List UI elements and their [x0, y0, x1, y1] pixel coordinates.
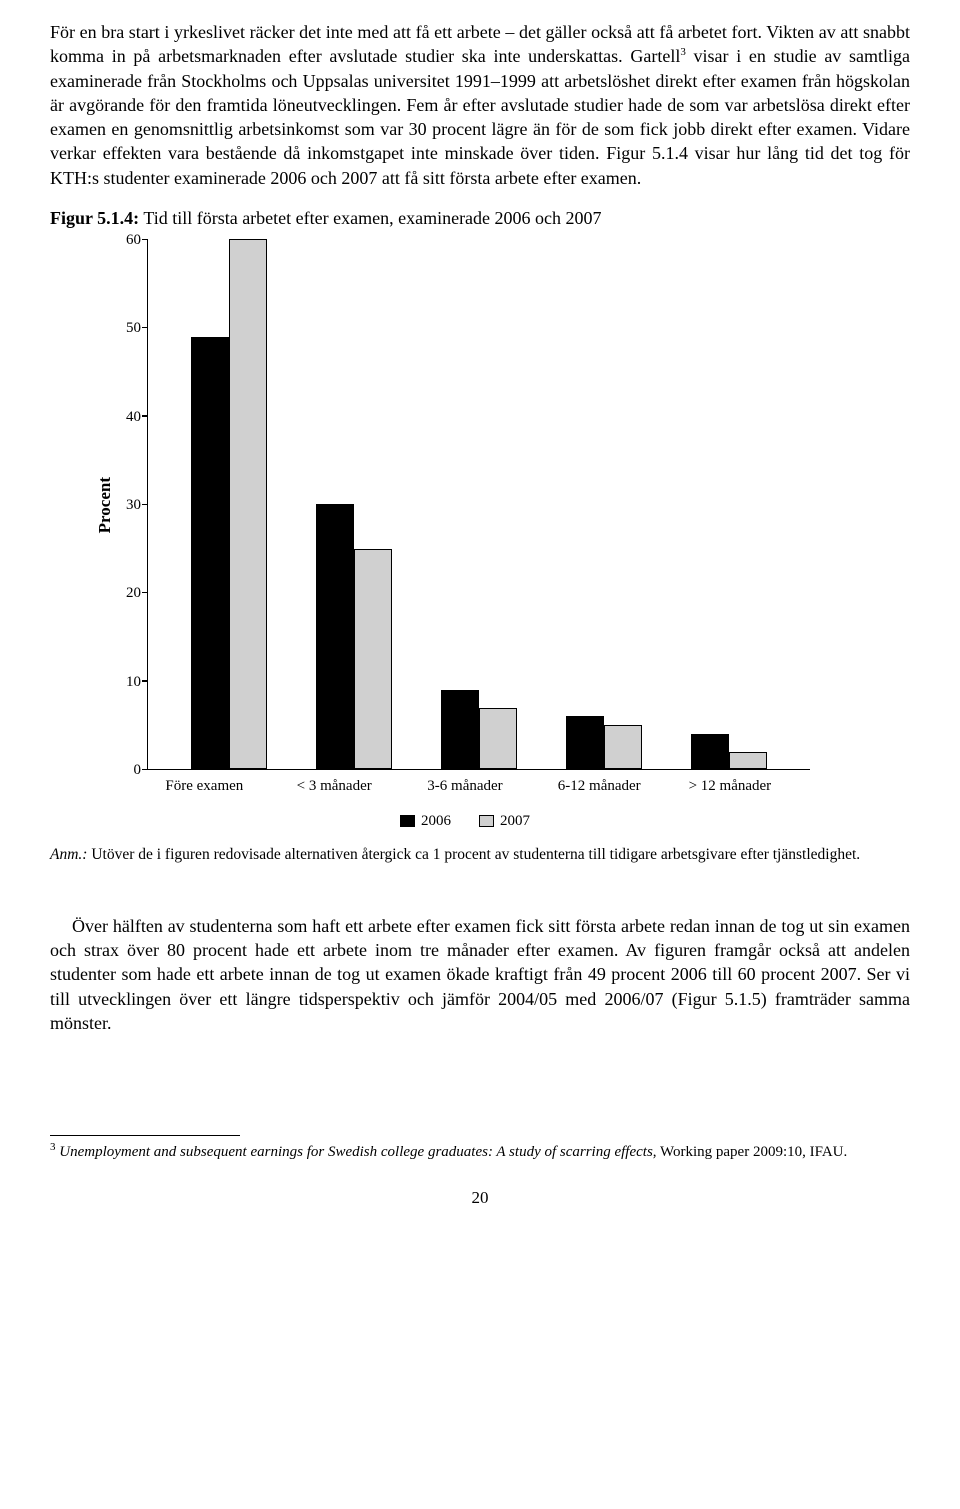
- legend-swatch-icon: [400, 815, 415, 827]
- y-tick-label: 10: [117, 672, 141, 692]
- bar: [441, 690, 479, 770]
- bar-group: [191, 239, 267, 769]
- x-tick-label: Före examen: [165, 776, 241, 796]
- bar: [604, 725, 642, 769]
- legend-swatch-icon: [479, 815, 494, 827]
- bar: [479, 708, 517, 770]
- chart-legend: 2006 2007: [120, 811, 810, 831]
- legend-item-2006: 2006: [400, 811, 451, 831]
- bar: [566, 716, 604, 769]
- x-tick-label: 3-6 månader: [427, 776, 503, 796]
- x-axis-labels: Före examen < 3 månader 3-6 månader 6-12 må…: [120, 770, 810, 796]
- bar: [316, 504, 354, 769]
- y-tick-label: 50: [117, 319, 141, 339]
- bar-group: [566, 716, 642, 769]
- bar-group: [441, 690, 517, 770]
- page-number: 20: [50, 1187, 910, 1210]
- y-tick-label: 60: [117, 230, 141, 250]
- figure-note: Anm.: Utöver de i figuren redovisade alt…: [50, 845, 910, 866]
- plot-area: [147, 240, 810, 770]
- bar: [191, 337, 229, 770]
- bar: [229, 239, 267, 769]
- body-paragraph-1: För en bra start i yrkeslivet räcker det…: [50, 20, 910, 190]
- body-paragraph-2: Över hälften av studenterna som haft ett…: [50, 914, 910, 1035]
- bar: [691, 734, 729, 769]
- footnote-separator: [50, 1135, 240, 1136]
- bar-group: [316, 504, 392, 769]
- bar-chart: Procent 0102030405060 Före examen< 3 mån…: [90, 240, 810, 831]
- y-tick-label: 30: [117, 495, 141, 515]
- x-tick-label: < 3 månader: [296, 776, 372, 796]
- bar: [729, 752, 767, 770]
- figure-caption: Figur 5.1.4: Tid till första arbetet eft…: [50, 206, 910, 230]
- y-tick-label: 40: [117, 407, 141, 427]
- bar-group: [691, 734, 767, 769]
- y-axis-label: Procent: [90, 477, 117, 533]
- x-tick-label: 6-12 månader: [558, 776, 634, 796]
- bar: [354, 549, 392, 770]
- x-tick-label: > 12 månader: [689, 776, 765, 796]
- footnote: 3 Unemployment and subsequent earnings f…: [50, 1140, 910, 1163]
- y-tick-label: 20: [117, 584, 141, 604]
- legend-item-2007: 2007: [479, 811, 530, 831]
- y-tick-label: 0: [117, 760, 141, 780]
- y-axis-ticks: 0102030405060: [117, 240, 147, 770]
